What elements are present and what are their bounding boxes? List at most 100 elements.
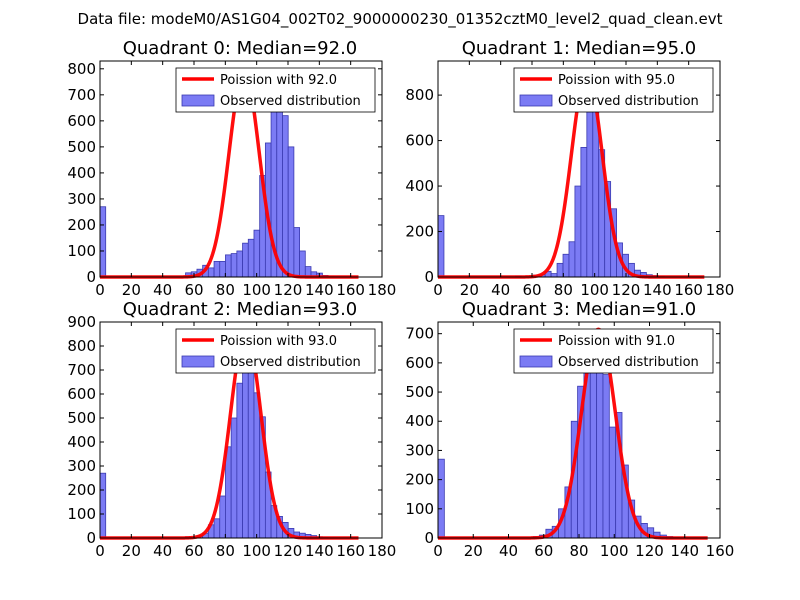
y-tick-label: 0 <box>86 268 96 286</box>
quadrant-1-legend-line-label: Poission with 95.0 <box>558 73 675 88</box>
histogram-bar <box>99 206 107 278</box>
quadrant-1-legend: Poission with 95.0 Observed distribution <box>513 67 714 113</box>
quadrant-0-ticks: 0 20 40 60 80 100 120 140 160 1800100200300400500… <box>67 60 396 299</box>
x-tick-label: 80 <box>216 542 235 560</box>
x-tick-label: 100 <box>242 281 271 299</box>
histogram-bar <box>574 185 582 278</box>
quadrant-3-legend: Poission with 91.0 Observed distribution <box>513 328 714 374</box>
histogram-bar <box>253 392 261 539</box>
histogram-bar <box>247 238 255 278</box>
x-tick-label: 80 <box>554 281 573 299</box>
histogram-bar <box>589 350 598 539</box>
y-tick-label: 800 <box>405 86 434 104</box>
x-tick-label: 160 <box>336 542 365 560</box>
x-tick-label: 180 <box>706 281 735 299</box>
quadrant-0-legend-line-label: Poission with 92.0 <box>220 73 337 88</box>
quadrant-0-legend-bars-label: Observed distribution <box>220 94 361 109</box>
quadrant-1-panel: Quadrant 1: Median=95.0 0 20 40 60 80 100 120 1… <box>405 38 734 299</box>
x-tick-label: 140 <box>305 281 334 299</box>
y-tick-label: 200 <box>405 471 434 489</box>
quadrant-3-ticks: 0 20 40 60 80 100 120 140 160 0 100 200 300 400 500 600… <box>405 322 734 560</box>
histogram-bar <box>608 426 617 539</box>
histogram-bar <box>556 262 564 278</box>
quadrant-3-panel: Quadrant 3: Median=91.0 0 20 40 60 80 100 120 1… <box>405 299 734 560</box>
histogram-bar <box>236 250 243 278</box>
quadrant-2-legend-bar-swatch <box>181 355 215 368</box>
y-tick-label: 600 <box>67 112 96 130</box>
histogram-bar <box>437 458 445 539</box>
y-tick-label: 400 <box>405 177 434 195</box>
histogram-bar <box>213 260 221 278</box>
quadrant-3-title: Quadrant 3: Median=91.0 <box>462 299 697 320</box>
x-tick-label: 60 <box>522 281 541 299</box>
quadrant-1-legend-bars-label: Observed distribution <box>558 94 699 109</box>
y-tick-label: 200 <box>67 481 96 499</box>
x-tick-label: 20 <box>122 281 141 299</box>
histogram-bar <box>568 241 576 278</box>
y-tick-label: 700 <box>67 86 96 104</box>
y-tick-label: 300 <box>405 441 434 459</box>
histogram-bar <box>253 229 261 278</box>
quadrant-2-legend-bars-label: Observed distribution <box>220 355 361 370</box>
x-tick-label: 160 <box>674 281 703 299</box>
x-tick-label: 0 <box>433 281 443 299</box>
x-tick-label: 20 <box>460 281 479 299</box>
quadrant-2-axes-frame <box>99 321 383 539</box>
x-tick-label: 100 <box>580 281 609 299</box>
y-tick-label: 500 <box>405 383 434 401</box>
histogram-bar <box>586 94 594 278</box>
x-tick-label: 120 <box>274 281 303 299</box>
quadrant-2-legend: Poission with 93.0 Observed distribution <box>175 328 376 374</box>
quadrant-1-title: Quadrant 1: Median=95.0 <box>462 38 697 59</box>
x-tick-label: 180 <box>368 542 397 560</box>
y-tick-label: 700 <box>405 325 434 343</box>
histogram-bar <box>247 361 255 539</box>
y-tick-label: 500 <box>67 138 96 156</box>
histogram-bar <box>293 227 300 278</box>
x-tick-label: 140 <box>305 542 334 560</box>
y-tick-label: 100 <box>67 505 96 523</box>
x-tick-label: 60 <box>184 542 203 560</box>
histogram-bar <box>562 253 570 278</box>
y-tick-label: 700 <box>67 361 96 379</box>
quadrant-2-title: Quadrant 2: Median=93.0 <box>123 299 358 320</box>
quadrant-0-panel: Quadrant 0: Median=92.0 0 20 40 60 80 100 120 1… <box>67 38 396 299</box>
y-tick-label: 800 <box>67 60 96 78</box>
quadrant-0-legend: Poission with 92.0 Observed distribution <box>175 67 376 113</box>
x-tick-label: 40 <box>499 542 518 560</box>
histogram-bar <box>299 250 306 278</box>
suptitle: Data file: modeM0/AS1G04_002T02_90000002… <box>78 10 723 29</box>
y-tick-label: 0 <box>86 529 96 547</box>
histogram-bar <box>219 495 226 539</box>
x-tick-label: 140 <box>643 281 672 299</box>
histogram-bar <box>213 518 221 539</box>
x-tick-label: 40 <box>153 542 172 560</box>
y-tick-label: 300 <box>67 457 96 475</box>
x-tick-label: 180 <box>368 281 397 299</box>
x-tick-label: 160 <box>336 281 365 299</box>
y-tick-label: 600 <box>67 385 96 403</box>
histogram-bar <box>282 115 289 278</box>
y-tick-label: 500 <box>67 409 96 427</box>
x-tick-label: 160 <box>706 542 735 560</box>
quadrant-2-panel: Quadrant 2: Median=93.0 0 20 40 60 80 100 120 1… <box>67 299 396 560</box>
x-tick-label: 120 <box>274 542 303 560</box>
y-tick-label: 400 <box>67 433 96 451</box>
histogram-bar <box>550 273 558 278</box>
quadrant-0-legend-bar-swatch <box>181 94 215 107</box>
histogram-bar <box>230 253 238 278</box>
y-tick-label: 200 <box>67 216 96 234</box>
y-tick-label: 0 <box>424 268 434 286</box>
x-tick-label: 20 <box>464 542 483 560</box>
quadrant-2-ticks: 0 20 40 60 80 100 120 140 160 1800100200300400500… <box>67 313 396 560</box>
quadrant-1-legend-bar-swatch <box>519 94 553 107</box>
y-tick-label: 900 <box>67 313 96 331</box>
histogram-bar <box>287 146 295 278</box>
quadrant-3-legend-bars-label: Observed distribution <box>558 355 699 370</box>
quadrant-2-legend-line-label: Poission with 93.0 <box>220 334 337 349</box>
quadrant-1-axes-frame <box>437 60 721 278</box>
histogram-bar <box>99 472 107 539</box>
y-tick-label: 0 <box>424 529 434 547</box>
x-tick-label: 140 <box>670 542 699 560</box>
x-tick-label: 100 <box>242 542 271 560</box>
